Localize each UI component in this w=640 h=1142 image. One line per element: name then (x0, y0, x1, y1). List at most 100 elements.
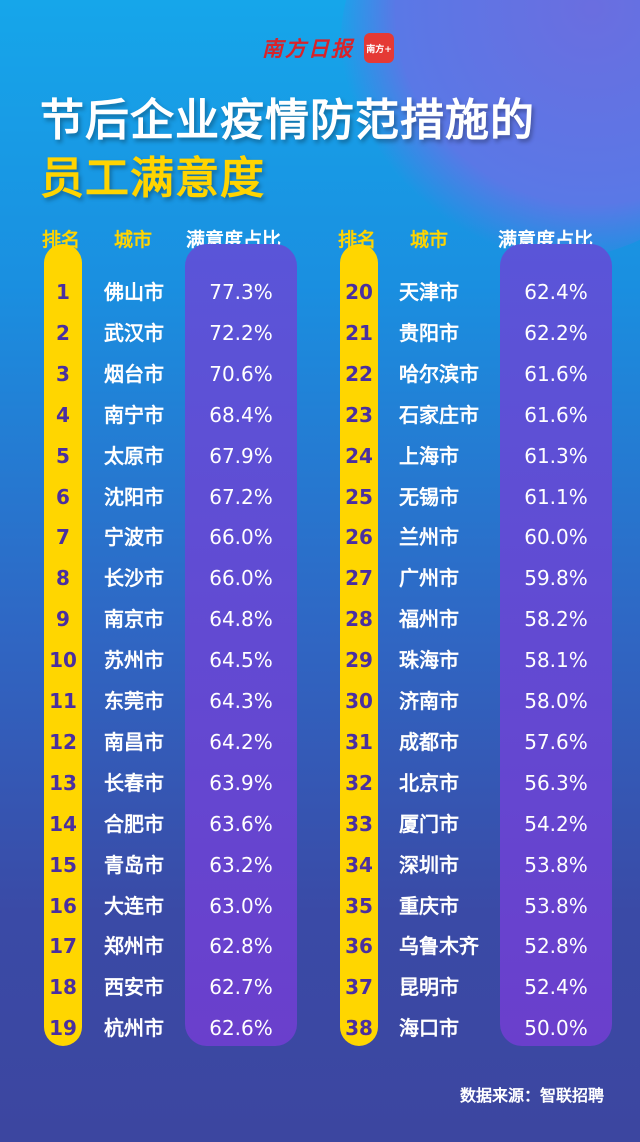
table-cell-rank: 2 (56, 320, 70, 345)
table-cell-city: 福州市 (399, 607, 459, 632)
table-cell-rank: 36 (345, 934, 373, 959)
table-cell-value: 63.0% (209, 893, 273, 918)
value-column-bg-left (185, 244, 297, 1046)
table-cell-city: 南京市 (104, 607, 164, 632)
table-cell-rank: 28 (345, 607, 373, 632)
rank-column-bg-right (340, 244, 378, 1046)
table-cell-rank: 27 (345, 566, 373, 591)
table-cell-value: 61.3% (524, 443, 588, 468)
table-cell-city: 南昌市 (104, 729, 164, 754)
table-cell-value: 63.6% (209, 811, 273, 836)
table-cell-rank: 13 (49, 770, 77, 795)
table-cell-city: 成都市 (399, 729, 459, 754)
table-cell-rank: 18 (49, 975, 77, 1000)
table-cell-value: 56.3% (524, 770, 588, 795)
table-cell-value: 64.5% (209, 648, 273, 673)
table-cell-city: 西安市 (104, 975, 164, 1000)
table-cell-rank: 38 (345, 1016, 373, 1041)
table-cell-city: 郑州市 (104, 934, 164, 959)
table-cell-city: 深圳市 (399, 852, 459, 877)
table-cell-rank: 12 (49, 729, 77, 754)
header-city-right: 城市 (410, 229, 449, 251)
table-cell-rank: 17 (49, 934, 77, 959)
table-cell-rank: 34 (345, 852, 373, 877)
table-cell-rank: 35 (345, 893, 373, 918)
table-cell-rank: 14 (49, 811, 77, 836)
table-cell-city: 武汉市 (104, 320, 164, 345)
table-cell-city: 合肥市 (104, 811, 164, 836)
table-cell-rank: 23 (345, 402, 373, 427)
table-cell-value: 64.8% (209, 607, 273, 632)
table-cell-rank: 31 (345, 729, 373, 754)
table-cell-value: 58.0% (524, 689, 588, 713)
table-cell-value: 52.4% (524, 975, 588, 1000)
table-cell-city: 苏州市 (104, 648, 164, 673)
table-cell-value: 62.7% (209, 975, 273, 1000)
table-cell-rank: 15 (49, 852, 77, 877)
table-cell-value: 58.1% (524, 648, 588, 673)
table-cell-city: 广州市 (399, 566, 459, 591)
table-cell-city: 宁波市 (104, 525, 164, 550)
table-cell-value: 52.8% (524, 934, 588, 959)
table-cell-city: 长沙市 (104, 566, 164, 591)
table-cell-city: 沈阳市 (104, 484, 164, 509)
table-cell-value: 67.2% (209, 484, 273, 509)
table-cell-value: 54.2% (524, 811, 588, 836)
table-cell-value: 53.8% (524, 893, 588, 918)
table-cell-rank: 4 (56, 402, 70, 427)
table-cell-city: 兰州市 (399, 525, 459, 550)
table-cell-value: 64.2% (209, 729, 273, 754)
table-cell-rank: 10 (49, 648, 77, 673)
table-cell-city: 太原市 (104, 443, 164, 468)
table-cell-city: 重庆市 (399, 893, 459, 918)
table-cell-city: 海口市 (399, 1016, 459, 1041)
table-cell-rank: 8 (56, 566, 70, 591)
table-cell-city: 乌鲁木齐 (399, 934, 479, 959)
title-line-1: 节后企业疫情防范措施的 (40, 95, 535, 146)
table-cell-value: 62.6% (209, 1016, 273, 1041)
table-cell-value: 53.8% (524, 852, 588, 877)
table-cell-value: 67.9% (209, 443, 273, 468)
table-cell-city: 济南市 (399, 689, 459, 713)
table-cell-rank: 26 (345, 525, 373, 550)
table-cell-city: 无锡市 (399, 484, 459, 509)
table-cell-value: 60.0% (524, 525, 588, 550)
table-cell-rank: 32 (345, 770, 373, 795)
table-cell-value: 66.0% (209, 525, 273, 550)
table-cell-rank: 33 (345, 811, 373, 836)
table-cell-rank: 21 (345, 320, 373, 345)
table-cell-rank: 16 (49, 893, 77, 918)
table-cell-city: 南宁市 (104, 402, 164, 427)
table-cell-value: 72.2% (209, 320, 273, 345)
table-cell-rank: 29 (345, 648, 373, 673)
table-cell-value: 63.9% (209, 770, 273, 795)
table-cell-city: 厦门市 (399, 811, 459, 836)
logo-text: 南方日报 (262, 36, 354, 61)
table-cell-city: 杭州市 (104, 1016, 164, 1041)
table-cell-rank: 3 (56, 361, 70, 386)
table-cell-city: 石家庄市 (399, 402, 479, 427)
table-cell-rank: 9 (56, 607, 70, 632)
table-cell-rank: 11 (49, 689, 77, 713)
data-source: 数据来源：智联招聘 (459, 1086, 604, 1105)
table-cell-city: 珠海市 (399, 648, 459, 673)
table-cell-rank: 6 (56, 484, 70, 509)
table-cell-city: 东莞市 (104, 689, 164, 713)
table-cell-value: 61.1% (524, 484, 588, 509)
table-cell-city: 大连市 (104, 893, 164, 918)
table-cell-value: 66.0% (209, 566, 273, 591)
table-cell-value: 63.2% (209, 852, 273, 877)
table-cell-rank: 30 (345, 689, 373, 713)
table-cell-rank: 19 (49, 1016, 77, 1041)
table-cell-value: 77.3% (209, 280, 273, 304)
header-city-left: 城市 (114, 229, 153, 251)
table-cell-value: 62.4% (524, 280, 588, 304)
value-column-bg-right (500, 244, 612, 1046)
table-cell-city: 佛山市 (104, 280, 164, 304)
table-cell-city: 哈尔滨市 (399, 361, 479, 386)
table-cell-value: 70.6% (209, 361, 273, 386)
table-cell-city: 青岛市 (104, 852, 164, 877)
table-cell-city: 贵阳市 (399, 320, 459, 345)
table-cell-city: 长春市 (104, 770, 164, 795)
